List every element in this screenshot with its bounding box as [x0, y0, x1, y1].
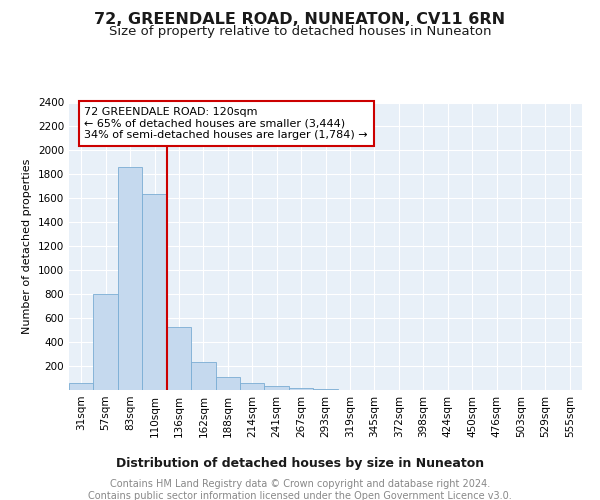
Bar	[191, 362, 215, 390]
Y-axis label: Number of detached properties: Number of detached properties	[22, 158, 32, 334]
Text: 72 GREENDALE ROAD: 120sqm
← 65% of detached houses are smaller (3,444)
34% of se: 72 GREENDALE ROAD: 120sqm ← 65% of detac…	[85, 107, 368, 140]
Text: Contains public sector information licensed under the Open Government Licence v3: Contains public sector information licen…	[88, 491, 512, 500]
Bar	[215, 377, 240, 390]
Bar	[118, 167, 142, 390]
Bar	[69, 383, 94, 390]
Text: Distribution of detached houses by size in Nuneaton: Distribution of detached houses by size …	[116, 458, 484, 470]
Bar	[167, 326, 191, 390]
Text: Contains HM Land Registry data © Crown copyright and database right 2024.: Contains HM Land Registry data © Crown c…	[110, 479, 490, 489]
Text: Size of property relative to detached houses in Nuneaton: Size of property relative to detached ho…	[109, 25, 491, 38]
Bar	[94, 294, 118, 390]
Text: 72, GREENDALE ROAD, NUNEATON, CV11 6RN: 72, GREENDALE ROAD, NUNEATON, CV11 6RN	[94, 12, 506, 28]
Bar	[289, 388, 313, 390]
Bar	[240, 384, 265, 390]
Bar	[142, 194, 167, 390]
Bar	[265, 386, 289, 390]
